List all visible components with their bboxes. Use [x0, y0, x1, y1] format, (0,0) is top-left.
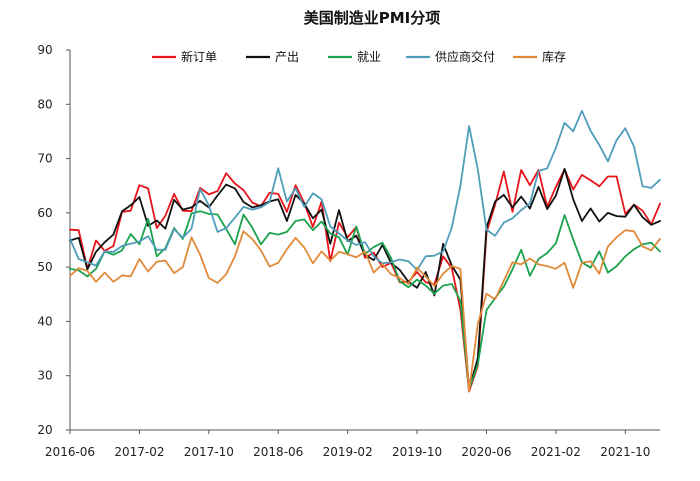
x-tick-label: 2017-10: [184, 445, 234, 459]
y-tick-label: 40: [37, 314, 52, 328]
y-tick-label: 20: [37, 423, 52, 437]
x-tick-label: 2016-06: [45, 445, 95, 459]
x-tick-label: 2019-10: [392, 445, 442, 459]
y-tick-label: 90: [37, 43, 52, 57]
legend-label-3: 供应商交付: [435, 49, 495, 64]
axes: 20 30 40 50 60 70 80 90 2016-06 2017-02 2017-10 201…: [37, 43, 660, 459]
x-tick-label: 2019-02: [323, 445, 373, 459]
series-line-3: [69, 109, 661, 271]
y-tick-label: 80: [37, 97, 52, 111]
legend-label-1: 产出: [275, 50, 299, 64]
legend: 新订单 产出 就业 供应商交付 库存: [152, 49, 566, 64]
y-tick-label: 60: [37, 206, 52, 220]
series-line-4: [69, 229, 661, 392]
x-tick-label: 2021-02: [531, 445, 581, 459]
chart-title: 美国制造业PMI分项: [304, 9, 441, 27]
x-tick-label: 2020-06: [461, 445, 511, 459]
series-line-2: [69, 210, 661, 391]
y-tick-label: 50: [37, 260, 52, 274]
y-tick-label: 70: [37, 152, 52, 166]
series-layer: [69, 109, 661, 393]
x-tick-label: 2018-06: [253, 445, 303, 459]
x-tick-label: 2021-10: [600, 445, 650, 459]
series-line-1: [69, 167, 661, 391]
legend-label-4: 库存: [542, 49, 566, 64]
x-tick-label: 2017-02: [114, 445, 164, 459]
y-tick-label: 30: [37, 369, 52, 383]
legend-label-2: 就业: [357, 50, 381, 64]
legend-label-0: 新订单: [181, 49, 217, 64]
